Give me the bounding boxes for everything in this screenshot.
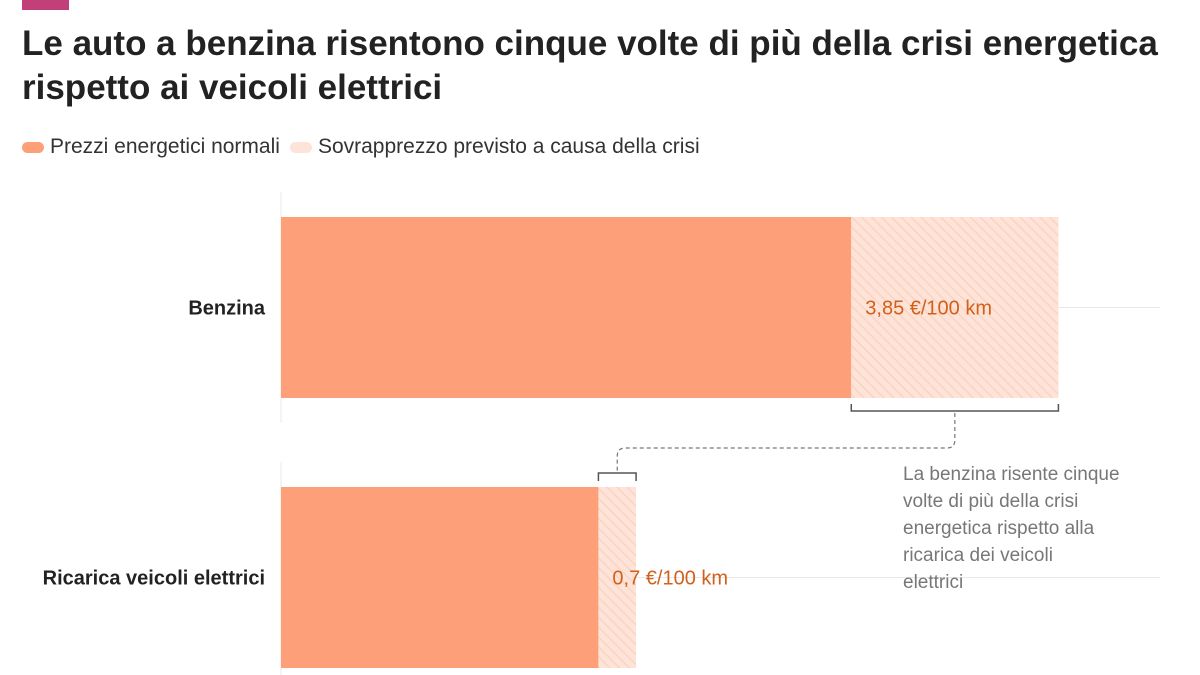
value-label-benzina: 3,85 €/100 km [865,298,992,320]
legend-swatch-surcharge [289,141,312,153]
legend-item-surcharge: Sovrapprezzo previsto a causa della cris… [289,135,700,159]
bar-surcharge-elettrici [598,487,637,668]
legend: Prezzi energetici normali Sovrapprezzo p… [22,135,710,159]
legend-swatch-normal [22,141,44,153]
chart-title: Le auto a benzina risentono cinque volte… [22,24,1158,107]
annotation-text: La benzina risente cinque volte di più de… [903,464,1120,593]
bracket-benzina [850,404,1060,412]
legend-label-normal: Prezzi energetici normali [50,135,280,158]
category-label-benzina: Benzina [188,298,266,320]
bracket-elettrici [597,472,637,481]
bar-normal-elettrici [281,487,599,668]
category-label-elettrici: Ricarica veicoli elettrici [43,568,265,590]
bar-surcharge-benzina [851,217,1059,398]
legend-label-surcharge: Sovrapprezzo previsto a causa della cris… [317,135,700,158]
accent-tab [22,0,69,10]
annotation-connector [616,413,956,471]
value-label-elettrici: 0,7 €/100 km [612,568,728,590]
legend-item-normal: Prezzi energetici normali [22,135,280,159]
bar-normal-benzina [281,217,852,398]
